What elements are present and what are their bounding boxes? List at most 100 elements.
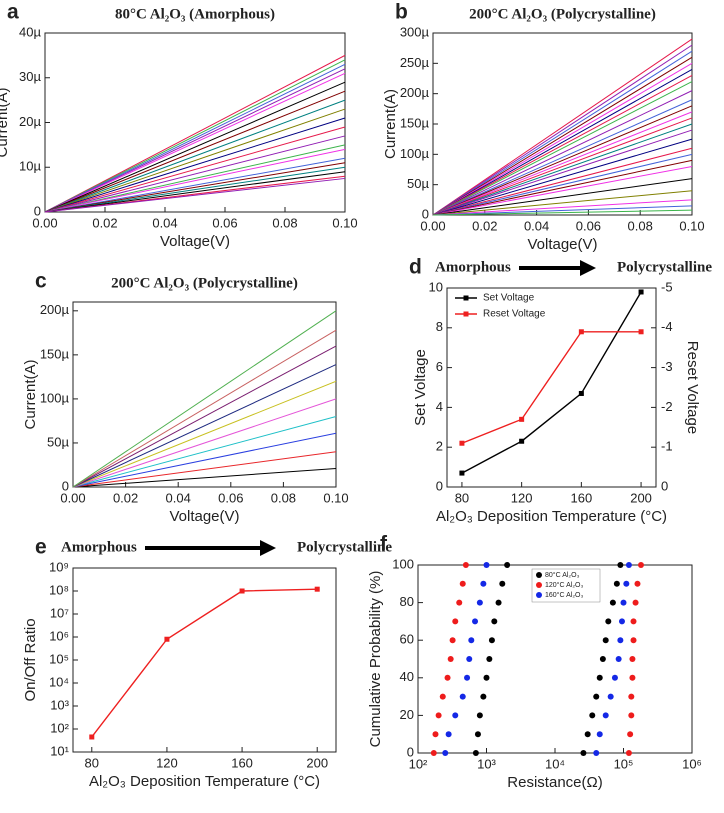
x-tick-label: 0.04 <box>524 218 549 233</box>
point <box>628 693 635 700</box>
line <box>44 68 346 213</box>
point <box>462 562 469 568</box>
point <box>483 562 490 568</box>
point <box>476 599 483 606</box>
point <box>628 712 635 719</box>
annotation: Amorphous <box>61 539 137 555</box>
plot-frame <box>72 567 337 753</box>
x-tick-label: 10⁵ <box>614 756 634 771</box>
legend-label: Set Voltage <box>483 293 535 304</box>
line <box>432 129 693 216</box>
line <box>44 63 346 213</box>
marker <box>239 588 245 594</box>
marker <box>578 390 584 396</box>
y2-tick-label: -5 <box>661 279 673 294</box>
x-tick-label: 0.08 <box>628 218 653 233</box>
x-axis-label: Voltage(V) <box>527 236 597 253</box>
point <box>456 599 463 606</box>
line <box>432 90 693 216</box>
y-tick-label: 20 <box>400 707 414 722</box>
x-tick-label: 0.00 <box>32 215 57 230</box>
y-axis-label: Current(A) <box>22 359 39 429</box>
line <box>72 398 337 488</box>
line <box>72 345 337 488</box>
point <box>630 637 637 644</box>
panel-label: c <box>35 270 47 293</box>
point <box>442 750 449 756</box>
y-tick-label: 150µ <box>400 115 430 130</box>
point <box>480 693 487 700</box>
x-tick-label: 0.04 <box>152 215 177 230</box>
line <box>432 190 693 216</box>
x-tick-label: 0.10 <box>332 215 357 230</box>
line <box>44 144 346 213</box>
x-axis-label: Voltage(V) <box>169 508 239 525</box>
legend-swatch <box>536 592 542 598</box>
line <box>432 153 693 216</box>
x-tick-label: 10² <box>409 756 428 771</box>
x-tick-label: 0.00 <box>60 490 85 505</box>
point <box>625 750 632 756</box>
line <box>432 99 693 216</box>
x-tick-label: 0.06 <box>212 215 237 230</box>
point <box>627 731 634 738</box>
point <box>449 637 456 644</box>
point <box>593 693 600 700</box>
line <box>432 209 693 216</box>
line <box>72 416 337 488</box>
chart-title: 200°C Al₂O₃ (Polycrystalline) <box>469 6 656 22</box>
line <box>44 148 346 213</box>
chart-title: 80°C Al₂O₃ (Amorphous) <box>115 6 275 22</box>
line <box>72 380 337 488</box>
line <box>432 117 693 216</box>
y-tick-label: 20µ <box>19 114 41 129</box>
x-tick-label: 160 <box>571 490 593 505</box>
line <box>432 75 693 216</box>
line <box>432 165 693 216</box>
point <box>476 712 483 719</box>
line <box>432 205 693 216</box>
legend-label: 120°C Al₂O₃ <box>545 581 583 589</box>
arrow-head <box>260 540 276 556</box>
legend-swatch <box>536 582 542 588</box>
marker <box>459 470 465 476</box>
y-tick-label: 10³ <box>50 697 69 712</box>
marker <box>519 438 525 444</box>
y-axis-label: Current(A) <box>0 87 11 157</box>
y-tick-label: 300µ <box>400 24 430 39</box>
x-tick-label: 0.10 <box>323 490 348 505</box>
line <box>72 364 337 488</box>
x-axis-label: Resistance(Ω) <box>507 774 602 791</box>
y-tick-label: 10⁹ <box>49 559 69 574</box>
x-tick-label: 10⁴ <box>545 756 565 771</box>
y-tick-label: 0 <box>436 478 443 493</box>
point <box>637 562 644 568</box>
y-tick-label: 0 <box>34 203 41 218</box>
point <box>452 618 459 625</box>
x-axis-label: Voltage(V) <box>160 233 230 250</box>
point <box>472 750 479 756</box>
point <box>607 693 614 700</box>
y-tick-label: 10⁴ <box>49 674 69 689</box>
line <box>72 310 337 488</box>
marker <box>314 586 320 592</box>
line <box>432 56 693 216</box>
marker <box>578 329 584 335</box>
point <box>617 637 624 644</box>
line <box>432 68 693 216</box>
y-tick-label: 10⁶ <box>49 628 69 643</box>
panel-label: f <box>380 533 388 556</box>
line <box>432 138 693 216</box>
point <box>445 731 452 738</box>
line <box>72 432 337 488</box>
line <box>44 72 346 213</box>
line <box>432 50 693 216</box>
line <box>44 81 346 213</box>
point <box>618 618 625 625</box>
point <box>620 599 627 606</box>
y-tick-label: 50µ <box>407 176 429 191</box>
x-tick-label: 0.10 <box>679 218 704 233</box>
legend-label: 80°C Al₂O₃ <box>545 571 580 579</box>
y2-axis-label: Reset Voltage <box>684 341 701 434</box>
y-tick-label: 50µ <box>47 434 69 449</box>
